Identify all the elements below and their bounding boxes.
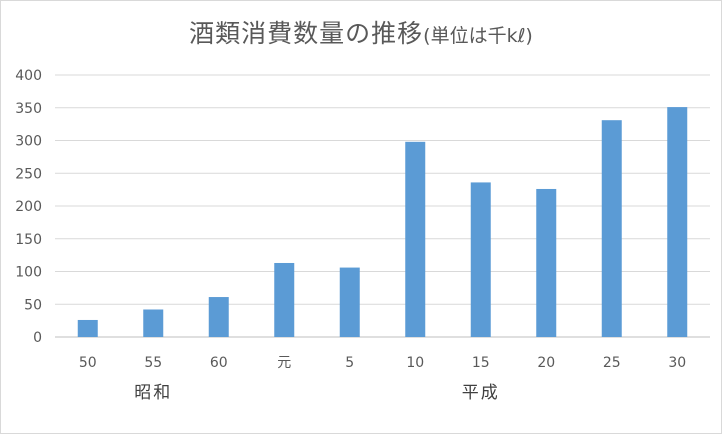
bar: [339, 267, 360, 337]
bar: [601, 120, 622, 337]
x-tick-label: 60: [210, 355, 228, 371]
y-tick-label: 0: [33, 330, 42, 346]
x-tick-label: 10: [406, 355, 424, 371]
y-tick-label: 100: [15, 265, 42, 281]
x-tick-label: 25: [603, 355, 621, 371]
x-tick-label: 50: [79, 355, 97, 371]
y-tick-label: 250: [15, 166, 42, 182]
era-label: 平成: [462, 383, 500, 403]
y-tick-label: 50: [24, 297, 42, 313]
y-tick-label: 150: [15, 232, 42, 248]
bar: [667, 107, 688, 337]
y-tick-label: 400: [15, 68, 42, 84]
x-tick-label: 30: [668, 355, 686, 371]
bar: [470, 182, 491, 337]
bar: [143, 309, 164, 337]
x-tick-label: 元: [277, 355, 291, 371]
bar: [274, 262, 295, 337]
x-tick-label: 5: [345, 355, 354, 371]
y-tick-label: 300: [15, 134, 42, 150]
chart-title: 酒類消費数量の推移(単位は千kℓ): [0, 14, 722, 50]
y-tick-label: 350: [15, 101, 42, 117]
x-tick-label: 20: [537, 355, 555, 371]
era-label: 昭和: [134, 383, 172, 403]
y-tick-label: 200: [15, 199, 42, 215]
bar: [77, 319, 98, 337]
x-tick-label: 55: [144, 355, 162, 371]
bar: [405, 141, 426, 337]
chart-title-main: 酒類消費数量の推移: [189, 19, 424, 48]
x-tick-label: 15: [472, 355, 490, 371]
bar: [536, 188, 557, 337]
chart-title-unit: (単位は千kℓ): [423, 25, 533, 47]
bar: [208, 297, 229, 337]
